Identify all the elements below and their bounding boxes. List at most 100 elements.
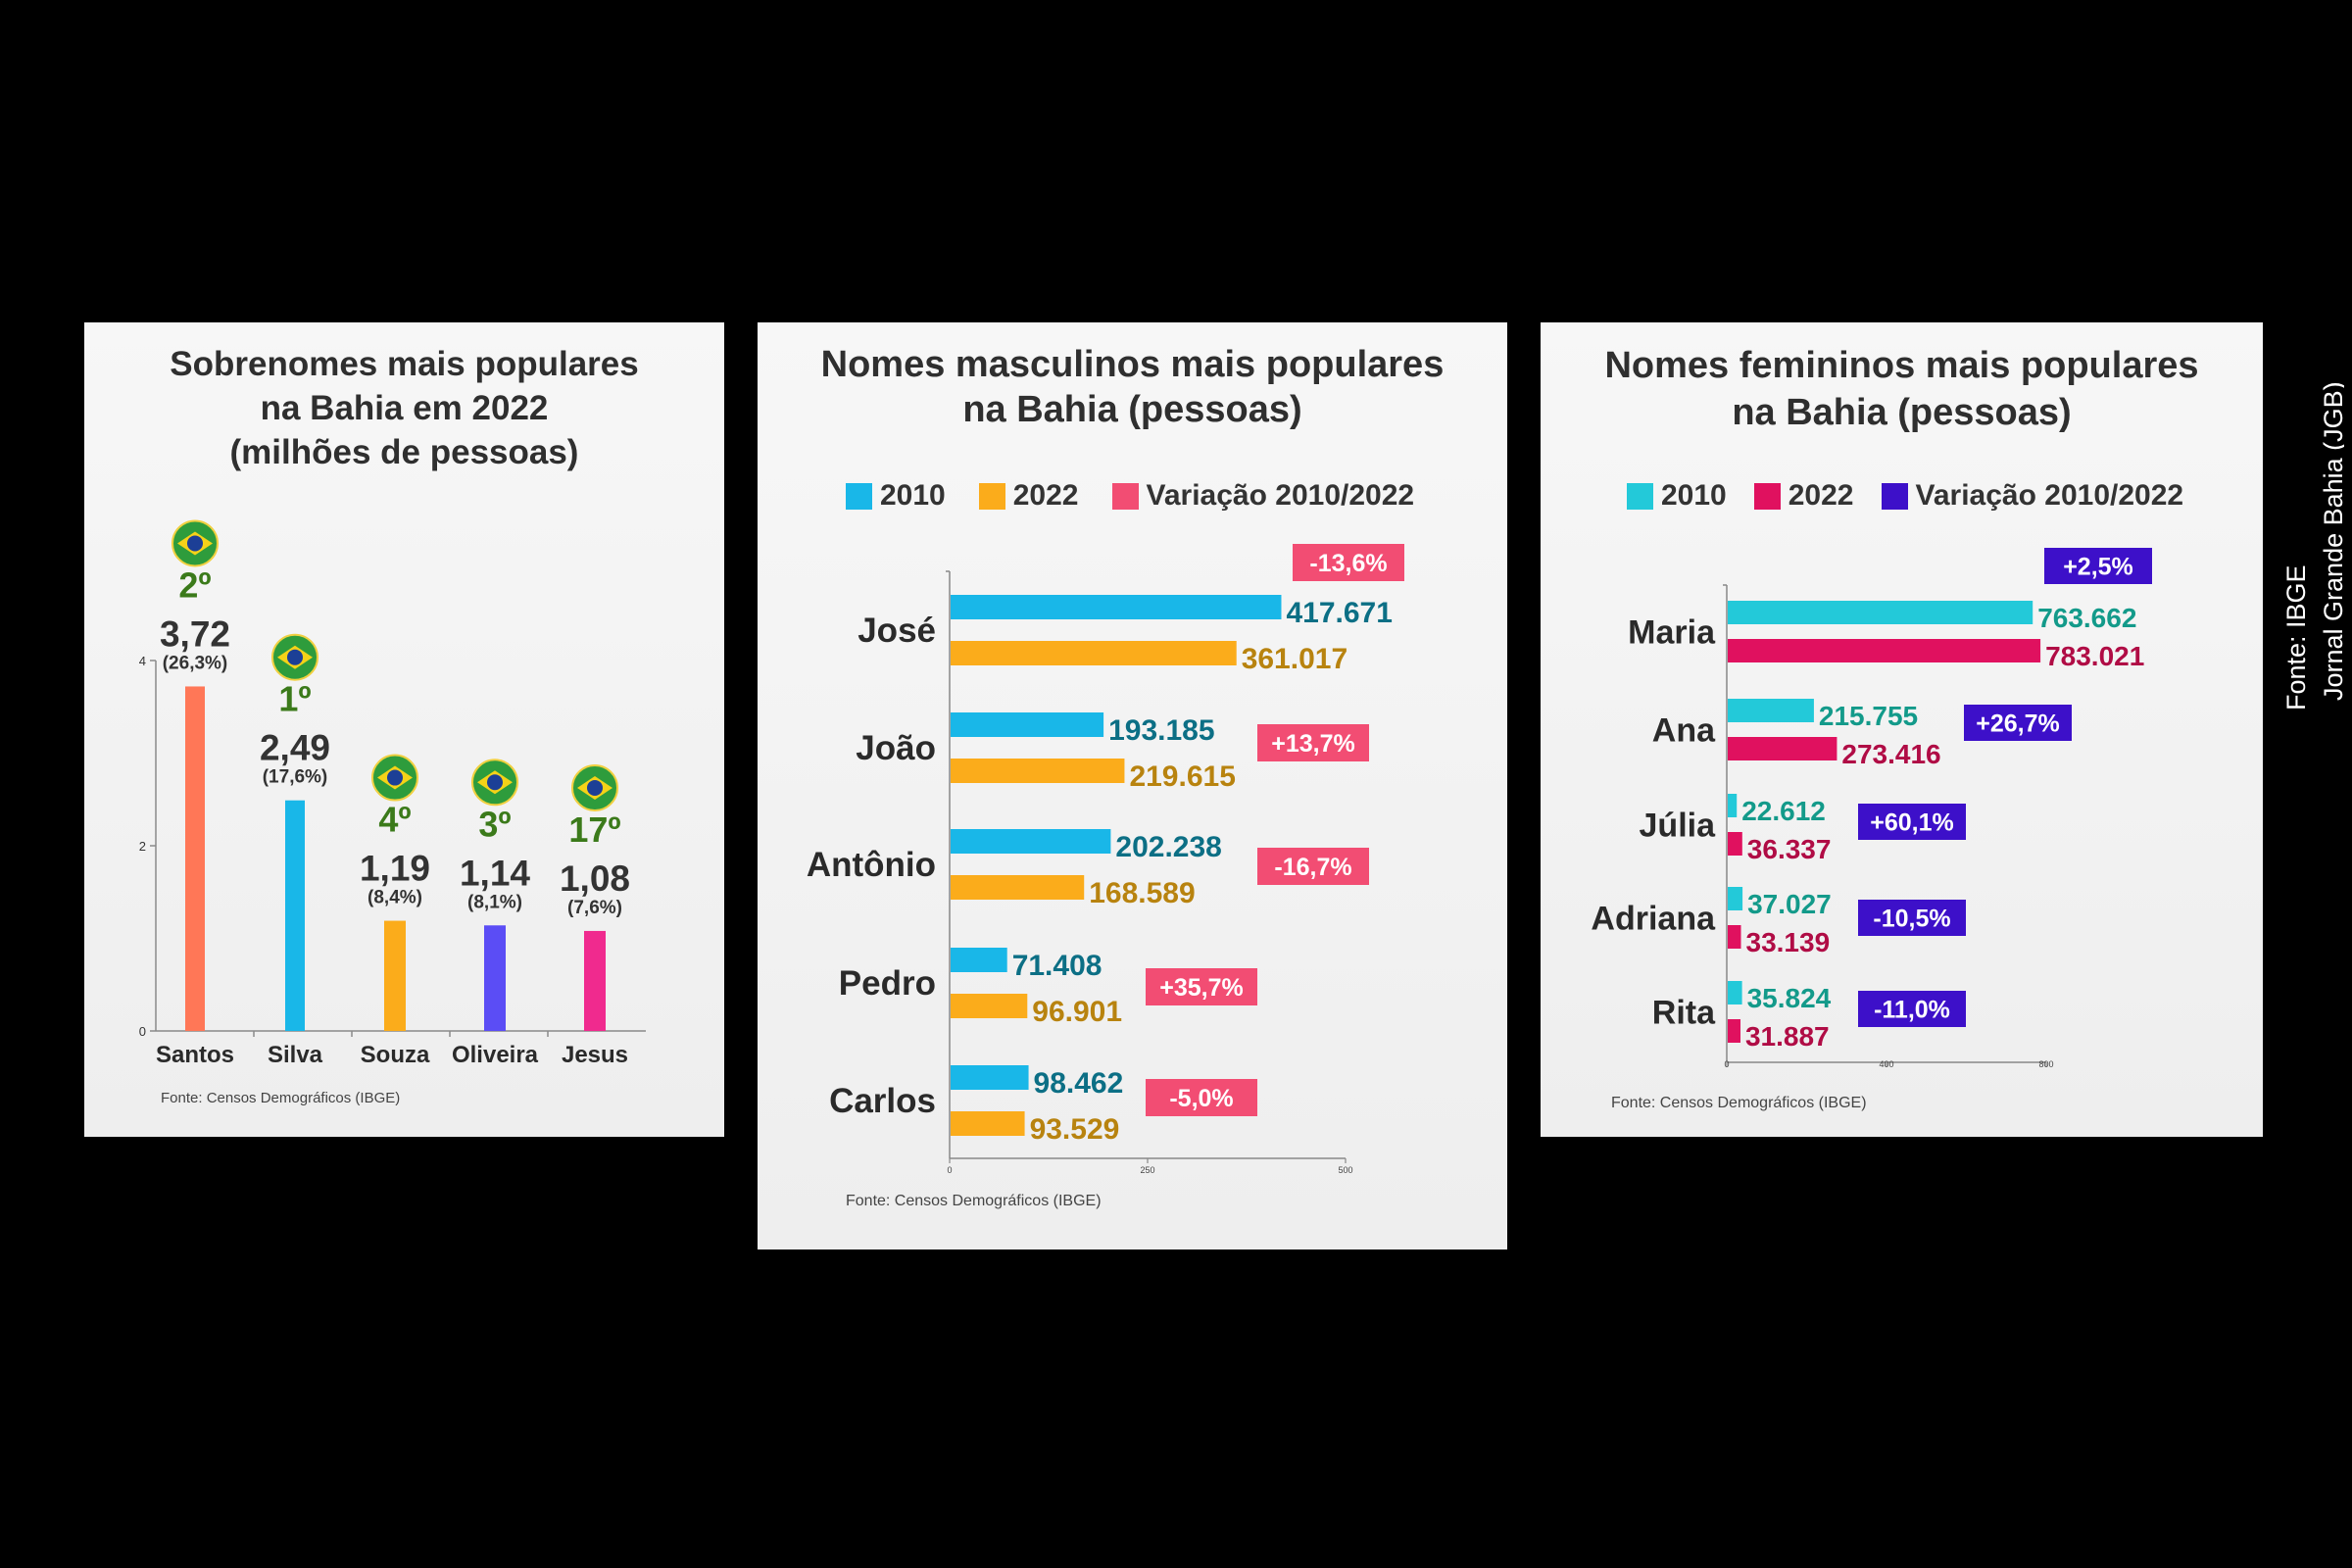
percent-label: (8,4%) [368, 888, 422, 908]
variation-label: -5,0% [1169, 1085, 1233, 1112]
category-label: Maria [1628, 614, 1716, 652]
variation-badge [1858, 900, 1966, 936]
value-label: 37.027 [1747, 889, 1832, 919]
bar-2010-ana [1728, 699, 1814, 722]
rank-label: 4º [378, 800, 411, 840]
value-label: 168.589 [1089, 877, 1195, 909]
x-tick-label: 0 [1724, 1059, 1729, 1069]
rank-label: 2º [178, 564, 211, 605]
category-label: Santos [156, 1042, 234, 1068]
male-names-chart-panel: Nomes masculinos mais populares na Bahia… [758, 322, 1507, 1250]
value-label: 96.901 [1032, 996, 1122, 1028]
category-label: José [858, 612, 936, 650]
value-label: 31.887 [1745, 1021, 1830, 1052]
legend-item-2022: 2022 [978, 479, 1079, 513]
bar-silva [285, 800, 305, 1031]
male-names-legend: 2010 2022 Variação 2010/2022 [846, 479, 1447, 513]
bar-santos [185, 686, 205, 1031]
category-label: Ana [1652, 712, 1716, 750]
category-label: Júlia [1640, 808, 1717, 845]
bar-2022-antônio [951, 875, 1085, 900]
percent-label: (26,3%) [163, 653, 228, 673]
legend-item-2022: 2022 [1753, 479, 1854, 513]
y-tick-label: 4 [139, 654, 146, 668]
legend-swatch [1111, 482, 1139, 510]
percent-label: (7,6%) [567, 898, 622, 918]
value-label: 3,72 [160, 613, 230, 654]
variation-label: -10,5% [1873, 906, 1950, 933]
variation-label: +26,7% [1976, 710, 2060, 738]
female-names-legend: 2010 2022 Variação 2010/2022 [1627, 479, 2217, 513]
value-label: 273.416 [1841, 739, 1940, 769]
value-label: 417.671 [1286, 597, 1392, 629]
female-names-source: Fonte: Censos Demográficos (IBGE) [1611, 1095, 1867, 1111]
category-label: João [856, 729, 936, 767]
category-label: Antônio [807, 846, 936, 884]
value-label: 22.612 [1741, 796, 1826, 826]
variation-label: -11,0% [1874, 997, 1950, 1024]
y-tick-label: 0 [139, 1024, 146, 1039]
variation-badge [1257, 724, 1369, 761]
bar-2022-josé [951, 641, 1237, 665]
source-watermark: Fonte: IBGE Jornal Grande Bahia (JGB) [2281, 381, 2344, 710]
value-label: 93.529 [1030, 1113, 1120, 1146]
watermark-line-2: Jornal Grande Bahia (JGB) [2319, 381, 2344, 701]
variation-badge [1964, 705, 2072, 741]
value-label: 1,08 [560, 858, 630, 899]
variation-badge [1858, 804, 1966, 840]
bar-2010-adriana [1728, 887, 1743, 910]
variation-label: -16,7% [1274, 854, 1351, 881]
male-names-chart-title: Nomes masculinos mais populares na Bahia… [820, 344, 1445, 430]
category-label: Pedro [839, 964, 936, 1003]
value-label: 1,14 [460, 853, 530, 893]
x-tick-label: 800 [2038, 1059, 2053, 1069]
flag-globe [287, 649, 303, 665]
male-names-bar-chart: 0 250 500 José 417.671 361.017 -13,6% João 193.1… [807, 544, 1404, 1175]
x-tick-label: 400 [1879, 1059, 1893, 1069]
bar-2010-joão [951, 712, 1104, 737]
variation-badge [1293, 544, 1404, 581]
x-tick-label: 250 [1140, 1165, 1154, 1175]
flag-globe [487, 774, 503, 791]
category-label: Jesus [562, 1042, 628, 1068]
bar-2022-ana [1728, 737, 1838, 760]
bar-jesus [584, 930, 606, 1031]
value-label: 193.185 [1108, 714, 1214, 747]
category-label: Rita [1652, 995, 1716, 1032]
legend-item-2010: 2010 [846, 479, 946, 513]
legend-item-variation: Variação 2010/2022 [1111, 479, 1414, 513]
value-label: 1,19 [360, 849, 430, 889]
bar-2022-maria [1728, 639, 2041, 662]
female-names-chart-title: Nomes femininos mais populares na Bahia … [1604, 345, 2199, 433]
surnames-source: Fonte: Censos Demográficos (IBGE) [161, 1090, 401, 1106]
variation-label: +2,5% [2063, 554, 2133, 581]
value-label: 215.755 [1819, 701, 1918, 731]
flag-globe [587, 779, 603, 796]
bar-souza [384, 920, 406, 1031]
value-label: 763.662 [2037, 603, 2136, 633]
category-label: Silva [268, 1042, 323, 1068]
bar-2022-rita [1728, 1019, 1740, 1043]
category-label: Carlos [829, 1082, 936, 1120]
category-label: Oliveira [452, 1042, 539, 1068]
percent-label: (17,6%) [263, 767, 328, 788]
bar-2022-carlos [951, 1111, 1025, 1136]
bar-2010-pedro [951, 948, 1007, 972]
legend-swatch [1627, 482, 1653, 510]
value-label: 783.021 [2045, 641, 2144, 671]
variation-badge [2044, 548, 2152, 584]
value-label: 219.615 [1129, 760, 1235, 793]
surnames-chart-title: Sobrenomes mais populares na Bahia em 20… [170, 345, 639, 471]
value-label: 202.238 [1115, 831, 1221, 863]
female-names-chart-panel: Nomes femininos mais populares na Bahia … [1541, 322, 2263, 1137]
value-label: 98.462 [1034, 1067, 1124, 1100]
legend-item-2010: 2010 [1627, 479, 1727, 513]
category-label: Adriana [1591, 901, 1716, 938]
variation-label: +13,7% [1271, 730, 1355, 758]
x-tick-label: 0 [947, 1165, 952, 1175]
bar-2022-júlia [1728, 832, 1742, 856]
bar-2022-pedro [951, 994, 1028, 1018]
variation-label: -13,6% [1309, 550, 1387, 577]
value-label: 71.408 [1012, 950, 1102, 982]
rank-label: 3º [478, 804, 511, 844]
